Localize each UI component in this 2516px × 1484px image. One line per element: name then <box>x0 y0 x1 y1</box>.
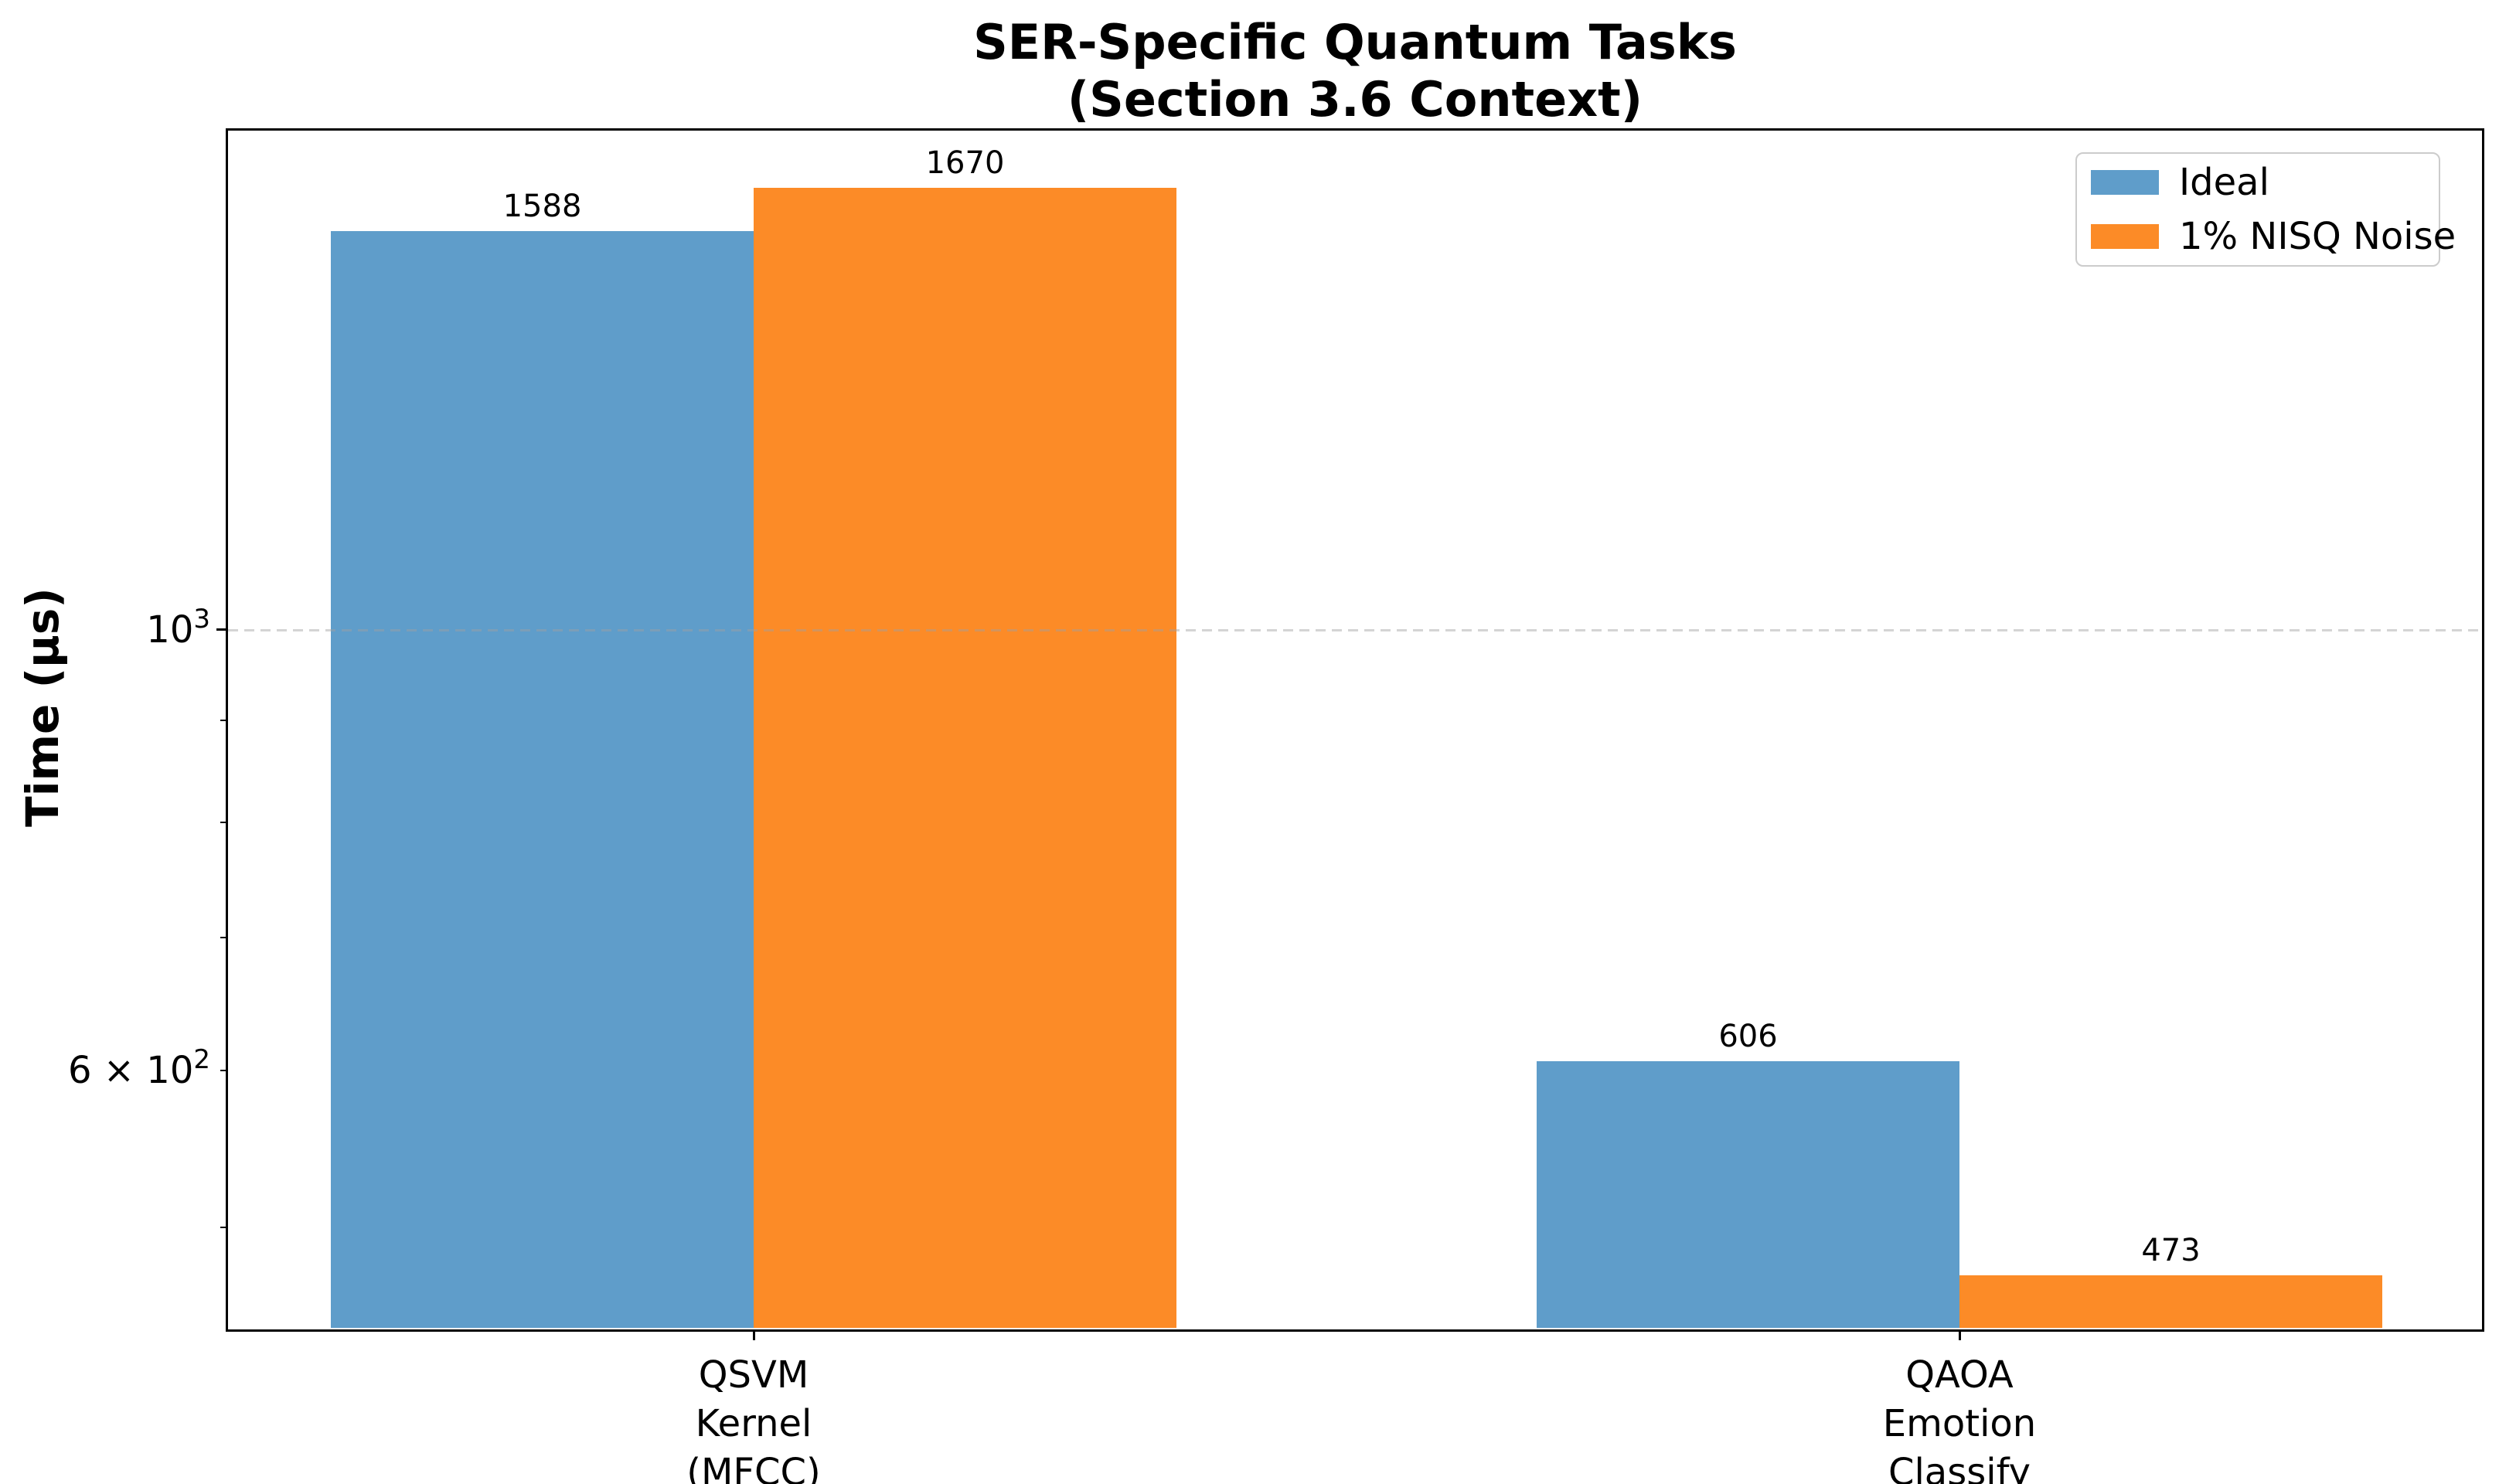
y-tick-1000 <box>216 628 227 631</box>
bar-value-label-noise-qaoa: 473 <box>2141 1232 2201 1268</box>
legend: Ideal 1% NISQ Noise <box>2075 152 2456 267</box>
bar-noise-qaoa <box>1959 1275 2382 1328</box>
x-tick-1 <box>1958 1329 1961 1340</box>
legend-label-ideal: Ideal <box>2179 161 2269 204</box>
legend-swatch-ideal <box>2091 170 2159 195</box>
y-tick-700 <box>220 936 227 938</box>
legend-item-nisq-noise: 1% NISQ Noise <box>2091 215 2456 258</box>
bar-value-label-noise-qsvm: 1670 <box>925 145 1005 181</box>
bar-value-label-ideal-qsvm: 1588 <box>502 188 582 224</box>
x-tick-label-0: QSVM Kernel (MFCC) <box>686 1353 821 1484</box>
y-tick-500 <box>220 1226 227 1228</box>
x-tick-0 <box>752 1329 755 1340</box>
bar-ideal-qaoa <box>1537 1061 1959 1328</box>
chart-title: SER-Specific Quantum Tasks (Section 3.6 … <box>973 14 1737 128</box>
y-tick-label-600: 6 × 102 <box>68 1043 210 1092</box>
legend-label-nisq-noise: 1% NISQ Noise <box>2179 215 2456 258</box>
bar-value-label-ideal-qaoa: 606 <box>1718 1019 1778 1055</box>
y-tick-900 <box>220 720 227 722</box>
y-tick-label-1000: 103 <box>146 603 210 652</box>
bar-ideal-qsvm <box>331 230 754 1328</box>
legend-item-ideal: Ideal <box>2091 161 2425 204</box>
legend-swatch-nisq-noise <box>2091 224 2159 249</box>
x-tick-label-1: QAOA Emotion Classify <box>1882 1353 2037 1484</box>
y-tick-800 <box>220 821 227 823</box>
y-tick-600 <box>220 1069 227 1071</box>
bar-noise-qsvm <box>754 187 1176 1328</box>
gridline-1000 <box>228 628 2482 631</box>
